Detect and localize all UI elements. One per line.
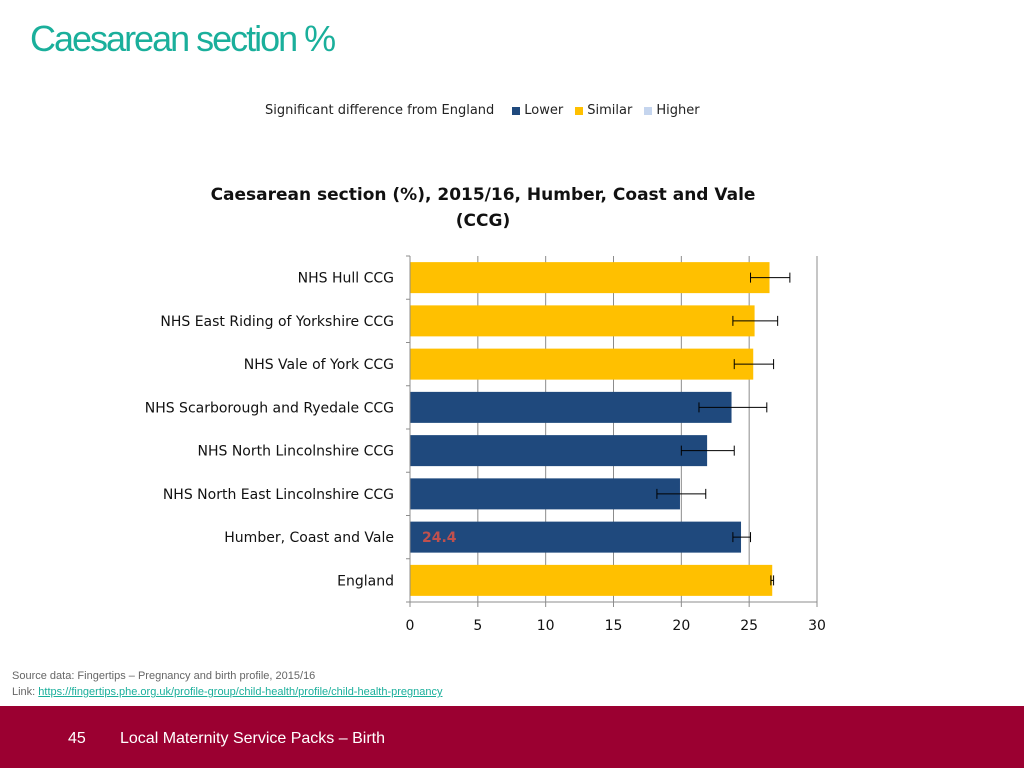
- chart-title-line1: Caesarean section (%), 2015/16, Humber, …: [210, 185, 756, 205]
- chart-title-line2: (CCG): [455, 211, 511, 231]
- source-link-prefix: Link:: [12, 686, 39, 698]
- chart-legend: Significant difference from England Lowe…: [265, 103, 712, 118]
- bar-nhs-vale-of-york-ccg: [410, 348, 754, 380]
- legend-item-higher: Higher: [644, 103, 700, 118]
- x-tick-label-30: 30: [808, 618, 826, 634]
- footer-text: Local Maternity Service Packs – Birth: [120, 730, 385, 747]
- legend-swatch-similar: [575, 106, 584, 115]
- bar-nhs-hull-ccg: [410, 262, 770, 294]
- bar-humber-coast-and-vale: [410, 521, 742, 553]
- page-number: 45: [68, 730, 86, 747]
- x-tick-label-15: 15: [605, 618, 623, 634]
- slide-title: Caesarean section %: [30, 18, 336, 59]
- category-label-humber-coast-and-vale: Humber, Coast and Vale: [224, 530, 394, 546]
- x-tick-label-20: 20: [672, 618, 690, 634]
- x-tick-label-25: 25: [740, 618, 758, 634]
- source-note: Source data: Fingertips – Pregnancy and …: [12, 668, 442, 700]
- chart-title: Caesarean section (%), 2015/16, Humber, …: [200, 182, 766, 234]
- category-label-nhs-east-riding-of-yorkshire-ccg: NHS East Riding of Yorkshire CCG: [160, 314, 394, 330]
- category-label-nhs-vale-of-york-ccg: NHS Vale of York CCG: [244, 357, 394, 373]
- x-tick-label-10: 10: [537, 618, 555, 634]
- category-label-nhs-north-lincolnshire-ccg: NHS North Lincolnshire CCG: [198, 444, 395, 460]
- legend-item-similar: Similar: [575, 103, 632, 118]
- x-tick-label-0: 0: [406, 618, 415, 634]
- legend-item-lower: Lower: [512, 103, 563, 118]
- legend-swatch-lower: [512, 106, 521, 115]
- bar-nhs-north-lincolnshire-ccg: [410, 435, 708, 467]
- bar-nhs-scarborough-and-ryedale-ccg: [410, 391, 732, 423]
- bar-england: [410, 564, 773, 596]
- source-link[interactable]: https://fingertips.phe.org.uk/profile-gr…: [38, 686, 443, 698]
- footer-bar: 45 Local Maternity Service Packs – Birth: [0, 706, 1024, 768]
- legend-title: Significant difference from England: [265, 103, 495, 118]
- category-label-nhs-scarborough-and-ryedale-ccg: NHS Scarborough and Ryedale CCG: [145, 400, 394, 416]
- data-label-humber-coast-and-vale: 24.4: [422, 530, 457, 546]
- x-tick-label-5: 5: [473, 618, 482, 634]
- bar-nhs-east-riding-of-yorkshire-ccg: [410, 305, 755, 337]
- category-label-england: England: [337, 573, 394, 589]
- category-label-nhs-north-east-lincolnshire-ccg: NHS North East Lincolnshire CCG: [163, 487, 394, 503]
- source-text: Source data: Fingertips – Pregnancy and …: [12, 670, 316, 682]
- source-link-line: Link: https://fingertips.phe.org.uk/prof…: [12, 684, 442, 700]
- category-label-nhs-hull-ccg: NHS Hull CCG: [298, 271, 394, 287]
- legend-swatch-higher: [644, 106, 653, 115]
- legend-label-similar: Similar: [587, 103, 633, 118]
- legend-label-lower: Lower: [524, 103, 564, 118]
- bar-nhs-north-east-lincolnshire-ccg: [410, 478, 680, 510]
- bar-chart: NHS Hull CCG NHS East Riding of Yorkshire…: [145, 255, 826, 634]
- legend-label-higher: Higher: [656, 103, 700, 118]
